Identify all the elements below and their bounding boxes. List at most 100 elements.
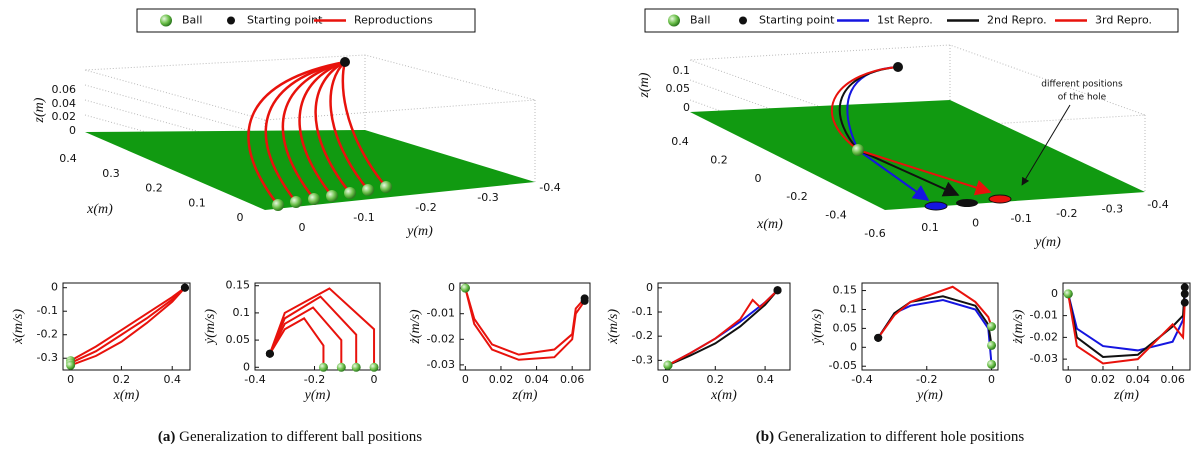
legend-label: Starting point bbox=[759, 14, 835, 27]
trajectories bbox=[830, 66, 992, 201]
y-tick-label: 0.05 bbox=[833, 321, 858, 334]
y-tick-label: 0 bbox=[1051, 287, 1058, 300]
x-tick-label: 0.4 bbox=[756, 373, 774, 386]
x-tick-label: 0.2 bbox=[710, 153, 728, 166]
series-line bbox=[464, 287, 586, 361]
x-tick-label: 0 bbox=[755, 172, 762, 185]
x-tick-label: 0 bbox=[462, 373, 469, 386]
y-axis-label: ż(m/s) bbox=[1011, 309, 1026, 345]
start-marker bbox=[265, 349, 274, 358]
x-tick-label: 0.04 bbox=[524, 373, 549, 386]
legend-icon bbox=[227, 16, 235, 25]
annotation: of the hole bbox=[1058, 93, 1107, 103]
y-tick-label: 0.1 bbox=[233, 306, 251, 319]
legend-label: Ball bbox=[690, 14, 710, 27]
x-tick-label: -0.4 bbox=[851, 373, 872, 386]
y-tick-label: -0.01 bbox=[427, 307, 455, 320]
plot-3d-b bbox=[689, 44, 1146, 211]
x-tick-label: -0.4 bbox=[244, 373, 265, 386]
series-line bbox=[1067, 287, 1186, 358]
caption-text: Generalization to different hole positio… bbox=[778, 429, 1024, 445]
y-tick-label: 0 bbox=[850, 340, 857, 353]
ball-marker bbox=[318, 362, 328, 372]
x-axis-label: y(m) bbox=[303, 388, 331, 403]
x-tick-label: 0.4 bbox=[671, 135, 689, 148]
x-axis-label: x(m) bbox=[113, 388, 140, 403]
legend-box bbox=[644, 8, 1179, 33]
plot-3d-a bbox=[84, 54, 536, 211]
z-tick-label: 0.05 bbox=[666, 82, 691, 95]
y-tick-label: -0.01 bbox=[1030, 309, 1058, 322]
ball-marker bbox=[1063, 289, 1073, 299]
series-line bbox=[667, 289, 779, 367]
ball-marker bbox=[987, 340, 997, 350]
x-tick-label: -0.6 bbox=[864, 227, 885, 240]
legend-icon bbox=[668, 14, 680, 27]
ball-marker bbox=[987, 322, 997, 331]
z-tick-label: 0.02 bbox=[52, 110, 77, 123]
y-tick-label: -0.4 bbox=[539, 181, 560, 194]
y-tick-label: 0 bbox=[448, 281, 455, 294]
plot-area bbox=[657, 282, 791, 371]
legend-box bbox=[136, 8, 476, 33]
x-tick-label: 0 bbox=[988, 373, 995, 386]
y-axis-label: ẋ(m/s) bbox=[11, 309, 26, 345]
y-axis-label: ż(m/s) bbox=[408, 309, 423, 345]
y-tick-label: -0.1 bbox=[1010, 212, 1031, 225]
ball-marker bbox=[987, 359, 997, 369]
hole bbox=[988, 194, 1012, 204]
series-line bbox=[70, 287, 186, 367]
start-marker bbox=[180, 283, 189, 292]
legend-label: Starting point bbox=[247, 14, 323, 27]
x-tick-label: 0.06 bbox=[560, 373, 585, 386]
x-tick-label: 0.06 bbox=[1160, 373, 1185, 386]
y-tick-label: -0.3 bbox=[1102, 203, 1123, 216]
annotation-arrow bbox=[1021, 104, 1071, 186]
y-tick-label: 0 bbox=[243, 360, 250, 373]
y-tick-label: 0.1 bbox=[921, 221, 939, 234]
y-tick-label: -0.02 bbox=[427, 332, 455, 345]
y-tick-label: -0.3 bbox=[632, 353, 653, 366]
x-tick-label: 0.2 bbox=[707, 373, 725, 386]
x-tick-label: 0.02 bbox=[1091, 373, 1116, 386]
y-tick-label: 0.05 bbox=[226, 333, 251, 346]
y-tick-label: -0.03 bbox=[427, 358, 455, 371]
y-tick-label: -0.4 bbox=[1147, 198, 1168, 211]
ball-marker bbox=[663, 360, 673, 370]
y-tick-label: -0.1 bbox=[37, 304, 58, 317]
x-tick-label: -0.2 bbox=[304, 373, 325, 386]
ball-marker bbox=[460, 283, 470, 293]
legend-label: Ball bbox=[182, 14, 202, 27]
start-marker bbox=[773, 286, 782, 295]
z-tick-label: 0.06 bbox=[52, 83, 77, 96]
x-axis-label: y(m) bbox=[915, 388, 943, 403]
z-tick-label: 0 bbox=[683, 101, 690, 114]
z-axis-label: z(m) bbox=[637, 72, 652, 98]
y-tick-label: -0.1 bbox=[353, 211, 374, 224]
y-tick-label: -0.03 bbox=[1030, 352, 1058, 365]
y-axis-label: ẏ(m/s) bbox=[203, 309, 218, 346]
x-tick-label: 0.2 bbox=[145, 182, 163, 195]
ball bbox=[852, 144, 864, 156]
y-tick-label: -0.2 bbox=[1056, 207, 1077, 220]
plot-area bbox=[459, 282, 591, 371]
y-tick-label: 0 bbox=[51, 281, 58, 294]
caption: (b) Generalization to different hole pos… bbox=[756, 429, 1025, 445]
y-axis-label: y(m) bbox=[1033, 235, 1061, 250]
caption-tag: (a) bbox=[158, 429, 176, 445]
plot-area bbox=[861, 282, 999, 371]
annotation: different positions bbox=[1041, 80, 1123, 90]
series-line bbox=[70, 286, 186, 362]
x-tick-label: 0 bbox=[67, 373, 74, 386]
series-line bbox=[269, 317, 325, 368]
y-tick-label: -0.1 bbox=[632, 305, 653, 318]
series-line bbox=[268, 295, 358, 368]
x-axis-label: x(m) bbox=[86, 202, 113, 217]
x-tick-label: 0.3 bbox=[102, 167, 120, 180]
x-tick-label: 0 bbox=[237, 211, 244, 224]
series-line bbox=[877, 285, 993, 339]
y-tick-label: 0 bbox=[299, 221, 306, 234]
x-axis-label: x(m) bbox=[710, 388, 737, 403]
x-tick-label: -0.2 bbox=[916, 373, 937, 386]
